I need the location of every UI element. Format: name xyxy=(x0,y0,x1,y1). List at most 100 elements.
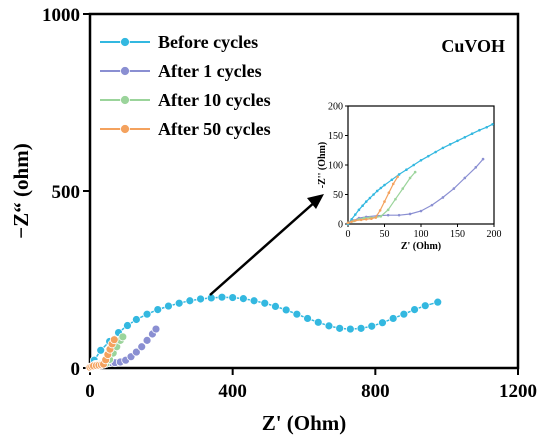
inset-y-axis-label: -Z'' (Ohm) xyxy=(317,142,328,188)
data-point xyxy=(164,301,173,311)
data-point xyxy=(96,345,106,355)
inset-data-point xyxy=(379,215,383,218)
data-point xyxy=(118,332,128,342)
inset-data-point xyxy=(350,220,353,223)
series-line xyxy=(89,296,439,369)
zoom-arrow xyxy=(209,194,324,296)
data-point xyxy=(185,296,195,306)
legend-label: After 1 cycles xyxy=(158,61,262,81)
inset-data-point xyxy=(397,173,401,176)
inset-data-point xyxy=(368,196,372,200)
legend-item: Before cycles xyxy=(100,32,258,52)
inset-data-point xyxy=(391,182,395,186)
legend-marker xyxy=(120,37,130,47)
inset-data-point xyxy=(412,163,416,167)
inset-x-tick-label: 150 xyxy=(450,229,465,240)
inset-data-point xyxy=(383,200,386,203)
inset-data-point xyxy=(387,191,391,195)
inset-data-point xyxy=(394,197,397,201)
data-point xyxy=(131,315,141,324)
inset-series-group xyxy=(346,122,494,226)
inset-data-point xyxy=(375,189,379,193)
inset-data-point xyxy=(390,178,394,182)
y-tick-label: 0 xyxy=(71,359,81,380)
data-point xyxy=(324,321,334,331)
data-point xyxy=(260,298,270,308)
inset-data-point xyxy=(419,158,423,162)
inset-data-point xyxy=(408,212,412,216)
inset-data-point xyxy=(430,203,434,207)
inset-x-tick-label: 100 xyxy=(414,229,429,240)
data-point xyxy=(174,298,184,308)
data-point xyxy=(142,309,152,319)
inset-data-point xyxy=(379,186,383,190)
inset-data-point xyxy=(378,209,382,212)
legend-item: After 1 cycles xyxy=(100,61,262,81)
data-point xyxy=(151,324,161,334)
main-series-group xyxy=(85,292,443,373)
inset-x-tick-label: 0 xyxy=(346,229,351,240)
data-point xyxy=(356,323,366,333)
inset-frame xyxy=(347,105,495,225)
y-tick-label: 500 xyxy=(52,182,81,203)
legend-marker xyxy=(120,66,130,76)
inset-data-point xyxy=(474,166,478,169)
inset-x-tick-label: 200 xyxy=(487,229,502,240)
inset-data-point xyxy=(397,213,401,217)
inset-data-point xyxy=(408,176,412,180)
series-after-50-cycles xyxy=(85,335,119,372)
data-point xyxy=(196,294,205,304)
inset-y-tick-label: 150 xyxy=(328,131,343,142)
inset-y-tick-label: 0 xyxy=(338,220,343,231)
inset-data-point xyxy=(434,150,437,154)
inset-data-point xyxy=(386,208,390,212)
data-point xyxy=(399,309,409,319)
inset-data-point xyxy=(413,170,417,174)
inset-data-point xyxy=(374,216,378,219)
data-point xyxy=(378,318,387,328)
inset-x-axis-label: Z' (Ohm) xyxy=(401,241,441,252)
data-point xyxy=(367,321,377,331)
data-point xyxy=(228,293,238,302)
inset-data-point xyxy=(386,213,390,217)
x-axis-label: Z' (Ohm) xyxy=(262,411,347,435)
inset-data-point xyxy=(441,196,445,199)
inset-data-point xyxy=(383,183,386,187)
inset-data-point xyxy=(354,213,357,216)
inset-data-point xyxy=(478,128,481,132)
inset-data-point xyxy=(396,175,399,179)
inset-series-after-50-cycles xyxy=(346,175,399,225)
inset-series-before-cycles xyxy=(346,122,494,226)
inset-data-point xyxy=(456,139,459,143)
inset-data-point xyxy=(370,217,373,220)
inset-y-tick-label: 100 xyxy=(328,161,343,172)
data-point xyxy=(433,297,443,307)
data-point xyxy=(292,309,302,319)
data-point xyxy=(335,323,345,333)
series-before-cycles xyxy=(85,292,443,373)
x-tick-label: 800 xyxy=(361,381,390,402)
inset-y-tick-label: 200 xyxy=(328,102,343,113)
data-point xyxy=(345,324,355,334)
x-tick-label: 1200 xyxy=(499,381,537,402)
legend-label: After 50 cycles xyxy=(158,119,271,139)
inset-data-point xyxy=(448,143,452,146)
inset-data-point xyxy=(405,168,408,172)
data-point xyxy=(131,347,141,357)
inset-data-point xyxy=(361,204,364,208)
y-axis-label: −Z“ (ohm) xyxy=(9,143,33,238)
inset-data-point xyxy=(350,217,353,221)
data-point xyxy=(123,321,132,330)
data-point xyxy=(238,294,248,304)
inset-data-point xyxy=(463,176,467,180)
sample-annotation: CuVOH xyxy=(441,36,505,56)
y-tick-label: 1000 xyxy=(42,5,80,26)
inset-x-tick-label: 50 xyxy=(380,229,390,240)
data-point xyxy=(420,301,430,311)
data-point xyxy=(303,314,312,323)
legend-label: Before cycles xyxy=(158,32,258,52)
inset-data-point xyxy=(357,208,361,212)
data-point xyxy=(271,302,280,311)
inset-data-point xyxy=(481,157,485,161)
